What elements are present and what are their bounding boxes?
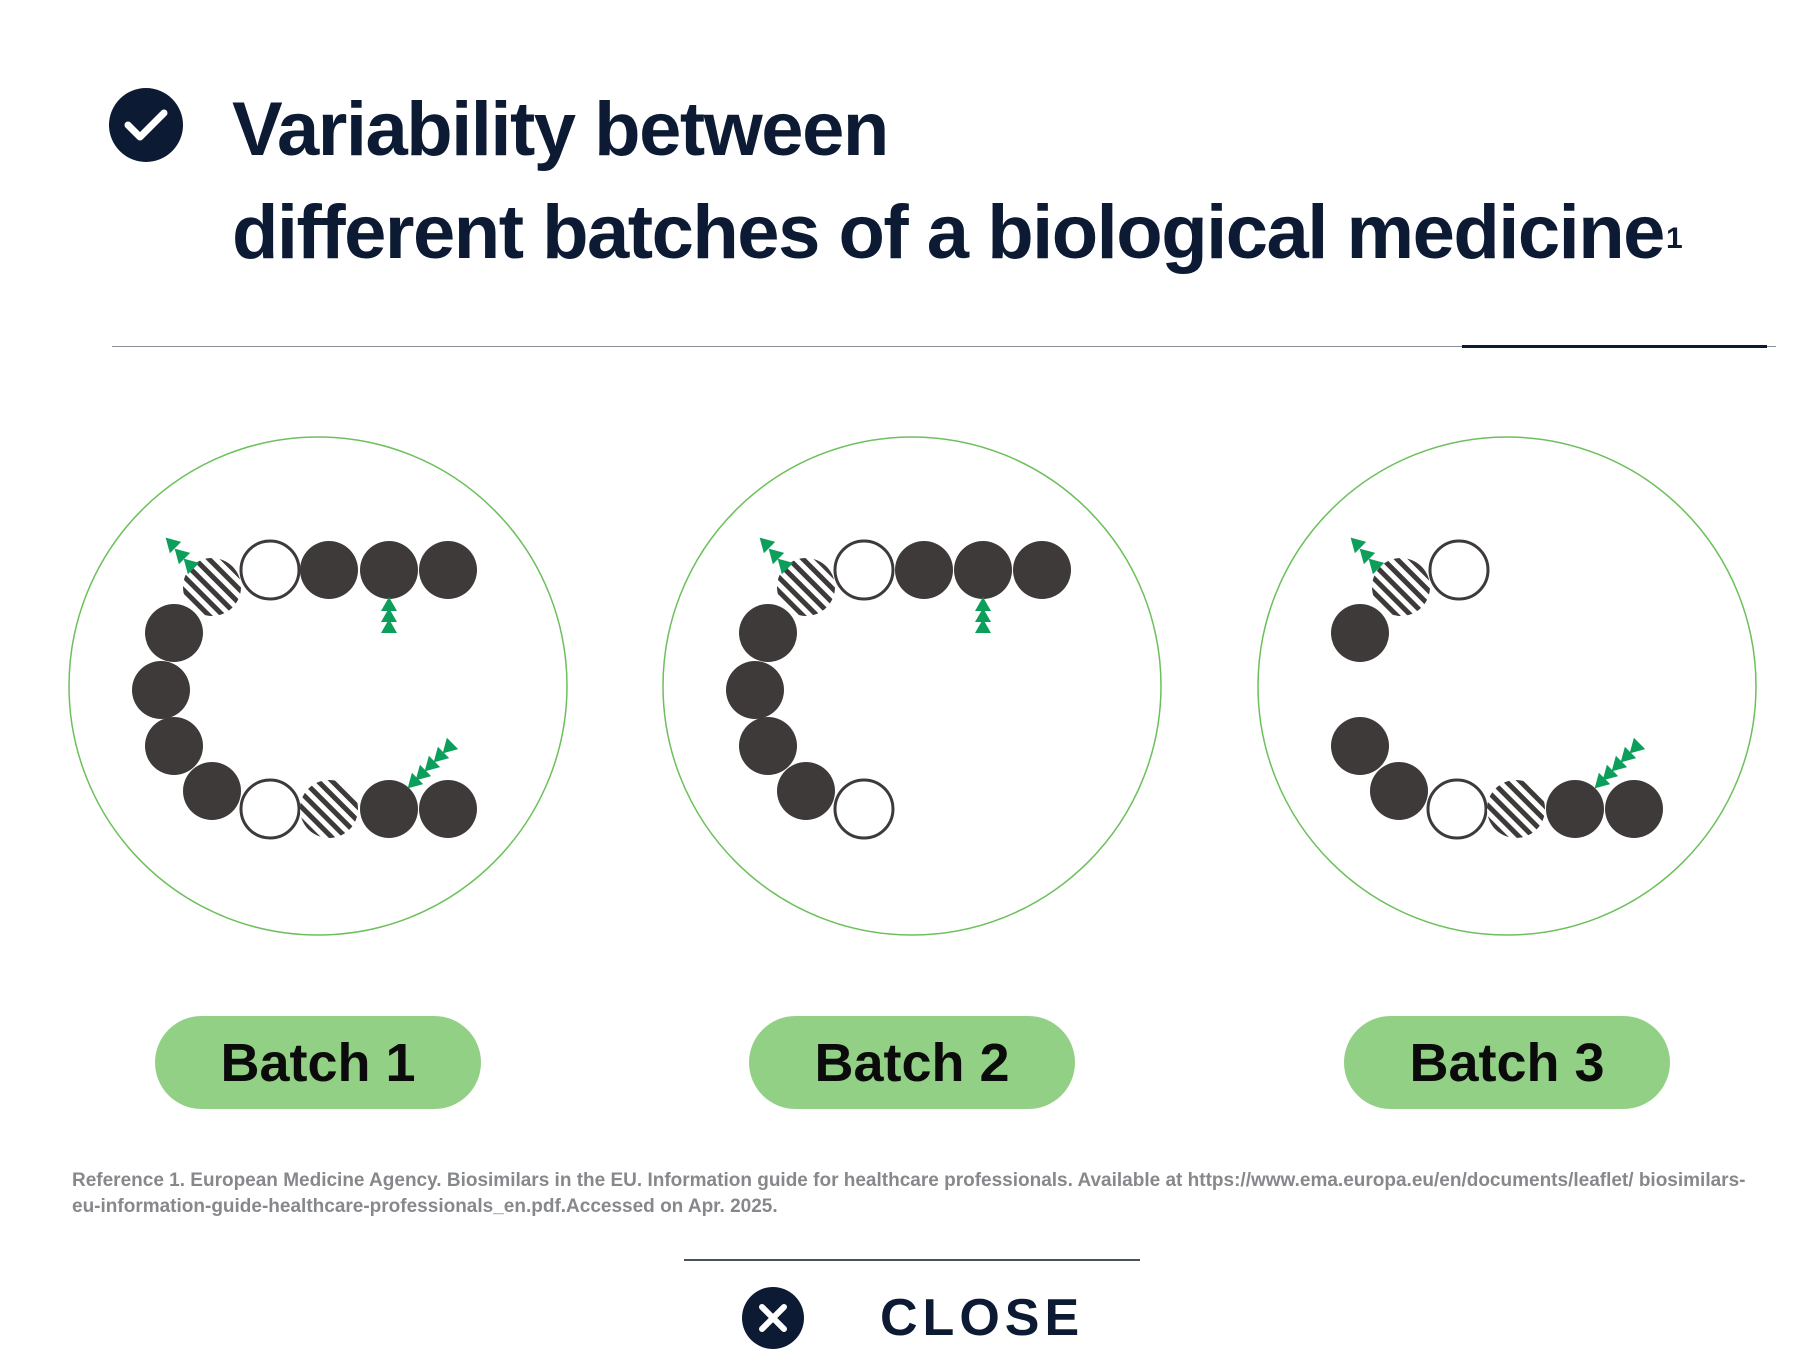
batch-2-diagram	[662, 436, 1162, 936]
bead-open	[239, 778, 301, 840]
bead-filled	[1331, 717, 1389, 775]
bead-filled	[145, 717, 203, 775]
batch-2-label: Batch 2	[749, 1016, 1075, 1109]
batch-2-circle	[662, 436, 1162, 936]
bead-filled	[1370, 762, 1428, 820]
close-label[interactable]: CLOSE	[880, 1289, 1085, 1347]
bead-filled	[895, 541, 953, 599]
bead-open	[1426, 778, 1488, 840]
bead-filled	[726, 661, 784, 719]
bead-filled	[1331, 604, 1389, 662]
close-button[interactable]: CLOSE	[742, 1286, 1082, 1350]
bead-filled	[360, 780, 418, 838]
modification-marker	[975, 597, 991, 633]
page-title: Variability between different batches of…	[232, 78, 1683, 284]
modification-marker	[159, 531, 200, 575]
bead-filled	[145, 604, 203, 662]
bead-open	[833, 778, 895, 840]
bead-open	[833, 539, 895, 601]
bead-filled	[739, 717, 797, 775]
modification-marker	[753, 531, 794, 575]
bead-hatched	[300, 780, 358, 838]
bead-open	[1428, 539, 1490, 601]
bead-hatched	[777, 558, 835, 616]
bead-filled	[1546, 780, 1604, 838]
modification-marker	[1344, 531, 1385, 575]
modification-marker	[381, 597, 397, 633]
title-reference-mark: 1	[1665, 222, 1683, 255]
bead-filled	[360, 541, 418, 599]
close-icon[interactable]	[742, 1287, 804, 1349]
title-line-2-text: different batches of a biological medici…	[232, 190, 1665, 275]
check-circle-icon	[109, 88, 183, 162]
batch-3-label: Batch 3	[1344, 1016, 1670, 1109]
batch-3-circle	[1257, 436, 1757, 936]
bead-filled	[1013, 541, 1071, 599]
bead-filled	[739, 604, 797, 662]
batch-1-diagram	[68, 436, 568, 936]
batch-1-label: Batch 1	[155, 1016, 481, 1109]
bead-filled	[419, 780, 477, 838]
bead-filled	[419, 541, 477, 599]
bead-open	[239, 539, 301, 601]
bead-filled	[1605, 780, 1663, 838]
bead-filled	[132, 661, 190, 719]
bead-hatched	[1372, 558, 1430, 616]
bead-hatched	[1487, 780, 1545, 838]
header-divider-accent	[1462, 345, 1767, 348]
bead-filled	[300, 541, 358, 599]
title-line-2: different batches of a biological medici…	[232, 181, 1683, 284]
reference-text: Reference 1. European Medicine Agency. B…	[72, 1170, 1746, 1217]
close-divider	[684, 1259, 1140, 1261]
title-line-1: Variability between	[232, 87, 889, 172]
batch-1-circle	[68, 436, 568, 936]
bead-hatched	[183, 558, 241, 616]
bead-filled	[183, 762, 241, 820]
bead-filled	[954, 541, 1012, 599]
bead-filled	[777, 762, 835, 820]
header-divider	[112, 346, 1776, 347]
batch-3-diagram	[1257, 436, 1757, 936]
